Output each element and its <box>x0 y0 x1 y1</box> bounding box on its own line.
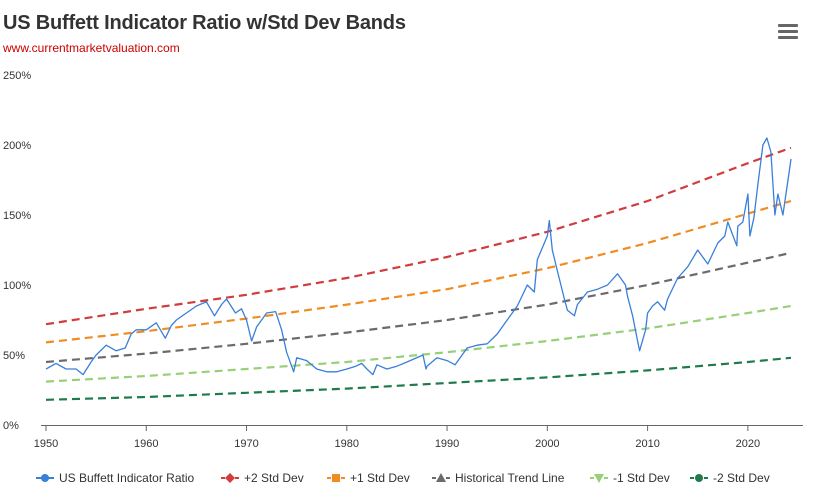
legend-item[interactable]: +2 Std Dev <box>221 468 304 488</box>
hamburger-menu-icon[interactable] <box>778 24 798 40</box>
x-tick-label: 2010 <box>635 438 659 450</box>
legend-symbol-circle-icon <box>36 474 54 482</box>
series-line-2-std-dev[interactable] <box>45 146 792 326</box>
chart-legend: US Buffett Indicator Ratio +2 Std Dev +1 S… <box>0 468 816 490</box>
legend-symbol-triangle-down-icon <box>590 474 608 483</box>
chart-axes: 0% 50% 100% 150% 200% 250% 1950 1960 1970 1980 199… <box>3 70 803 450</box>
source-link[interactable]: www.currentmarketvaluation.com <box>3 41 180 55</box>
x-tick-label: 2000 <box>535 438 559 450</box>
x-tick-label: 1970 <box>234 438 258 450</box>
legend-item[interactable]: +1 Std Dev <box>327 468 410 488</box>
legend-item[interactable]: -1 Std Dev <box>590 468 670 488</box>
legend-item[interactable]: US Buffett Indicator Ratio <box>36 468 194 488</box>
y-tick-label: 0% <box>3 420 19 432</box>
legend-label: -1 Std Dev <box>613 471 670 485</box>
x-tick-label: 1950 <box>34 438 58 450</box>
legend-symbol-circle-icon <box>690 474 708 482</box>
legend-label: Historical Trend Line <box>455 471 565 485</box>
x-tick-label: 1960 <box>134 438 158 450</box>
chart-canvas: 0% 50% 100% 150% 200% 250% 1950 1960 1970 1980 199… <box>3 70 803 450</box>
legend-label: US Buffett Indicator Ratio <box>59 471 195 485</box>
series-line-1-std-dev[interactable] <box>45 199 792 344</box>
y-tick-label: 150% <box>3 210 31 222</box>
y-tick-label: 250% <box>3 70 31 82</box>
legend-symbol-diamond-icon <box>221 473 239 483</box>
legend-label: +2 Std Dev <box>244 471 304 485</box>
legend-symbol-square-icon <box>327 474 345 482</box>
y-tick-label: 50% <box>3 350 25 362</box>
series-line-1-std-dev[interactable] <box>45 304 792 383</box>
x-tick-label: 2020 <box>736 438 760 450</box>
chart-title: US Buffett Indicator Ratio w/Std Dev Ban… <box>3 12 406 34</box>
y-tick-label: 100% <box>3 280 31 292</box>
legend-label: -2 Std Dev <box>713 471 770 485</box>
legend-item[interactable]: Historical Trend Line <box>432 468 564 488</box>
x-tick-label: 1990 <box>435 438 459 450</box>
legend-label: +1 Std Dev <box>350 471 410 485</box>
series-line-2-std-dev[interactable] <box>45 356 792 401</box>
chart-plot-area <box>45 137 792 401</box>
x-tick-label: 1980 <box>335 438 359 450</box>
series-line-us-buffett-indicator-ratio[interactable] <box>45 137 792 376</box>
legend-item[interactable]: -2 Std Dev <box>690 468 770 488</box>
y-tick-label: 200% <box>3 140 31 152</box>
legend-symbol-triangle-icon <box>432 473 450 482</box>
series-line-historical-trend-line[interactable] <box>45 251 792 364</box>
